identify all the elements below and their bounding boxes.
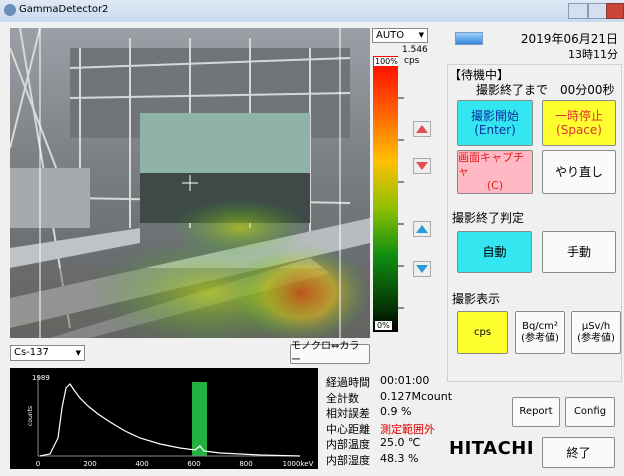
x-tick-label: 0 (36, 460, 40, 468)
control-panel (447, 64, 622, 382)
dropdown-arrow: ▼ (75, 349, 81, 357)
color-bar (373, 56, 398, 332)
label: Config (573, 406, 607, 417)
scale-mode-dropdown[interactable]: AUTO ▼ (372, 28, 428, 43)
spectrum-curve (39, 383, 301, 457)
stat-value: 0.9 % (380, 405, 412, 418)
label: 一時停止 (554, 109, 603, 123)
label: モノクロ⇔カラー (291, 341, 360, 366)
stat-label: 内部温度 (326, 438, 370, 451)
label: 画面キャプチャ (458, 151, 524, 178)
max-down[interactable] (413, 158, 431, 174)
scale-top-label: 100% (374, 57, 399, 66)
building-left (10, 168, 90, 228)
label: Bq/cm² (522, 320, 558, 332)
nuclide-dropdown[interactable]: Cs-137 ▼ (10, 345, 85, 361)
cps-button[interactable]: cps (457, 311, 508, 354)
min-down[interactable] (413, 261, 431, 277)
manual-button[interactable]: 手動 (542, 231, 616, 273)
stat-value: 0.127Mcount (380, 389, 453, 403)
app-icon (4, 4, 16, 16)
label: 手動 (566, 245, 591, 259)
x-labels: 0 200 400 600 800 1000keV (36, 460, 314, 468)
close[interactable] (606, 3, 624, 19)
stat-label: 中心距離 (326, 422, 370, 436)
window-title: GammaDetector2 (19, 4, 109, 15)
y-max-label: 1989 (32, 374, 50, 382)
label: やり直し (554, 165, 603, 179)
label: μSv/h (581, 320, 611, 332)
capture-button[interactable]: 画面キャプチャ (C) (457, 150, 533, 194)
color-toggle-button[interactable]: モノクロ⇔カラー (290, 341, 370, 366)
pipe (10, 228, 140, 268)
date: 2019年06月21日 (520, 32, 618, 46)
remaining: 00分00秒 (560, 83, 615, 97)
label: (参考値) (521, 332, 559, 344)
x-tick-label: 200 (83, 460, 96, 468)
minimize[interactable] (568, 3, 588, 19)
heat-overlay (90, 238, 330, 338)
x-tick-label: 1000keV (283, 460, 314, 468)
plot-background (10, 368, 318, 469)
label: (C) (486, 179, 504, 192)
title-bar (0, 0, 624, 22)
nuclide: Cs-137 (14, 347, 49, 358)
scale-unit: cps (404, 56, 420, 66)
exit-button[interactable]: 終了 (542, 437, 615, 468)
stat-value: 48.3 % (380, 451, 419, 465)
config-button[interactable]: Config (565, 397, 615, 427)
stat-label: 内部湿度 (326, 453, 370, 467)
scale-max: 1.546 (402, 45, 428, 55)
auto-button[interactable]: 自動 (457, 231, 532, 273)
time: 13時11分 (568, 48, 618, 61)
scale-mode: AUTO (376, 30, 405, 41)
maximize[interactable] (588, 3, 608, 19)
label: 自動 (482, 245, 507, 259)
x-tick-label: 600 (187, 460, 200, 468)
label: 終了 (566, 445, 591, 460)
stat-label: 経過時間 (326, 376, 370, 389)
spectrum-plot: 1989 counts 0 200 400 600 800 1000keV (10, 368, 318, 469)
stat-label: 相対誤差 (326, 407, 370, 420)
stat-value: 00:01:00 (380, 374, 430, 387)
scale-bottom-label: 0% (375, 321, 392, 330)
label: cps (473, 326, 492, 338)
retry-button[interactable]: やり直し (542, 150, 616, 194)
stat-value: 25.0 ℃ (380, 436, 421, 449)
label: (参考値) (577, 332, 615, 344)
end-judgement-title: 撮影終了判定 (452, 211, 525, 225)
roi-window (192, 382, 207, 456)
heat-overlay (170, 198, 310, 258)
max-up[interactable] (413, 121, 431, 137)
x-tick-label: 400 (135, 460, 148, 468)
label: (Space) (556, 123, 602, 137)
label: Report (519, 406, 553, 417)
scale-ticks (398, 97, 404, 309)
display-title: 撮影表示 (452, 292, 501, 306)
bq-button[interactable]: Bq/cm² (参考値) (515, 311, 565, 354)
start-button[interactable]: 撮影開始 (Enter) (457, 100, 533, 146)
usv-button[interactable]: μSv/h (参考値) (571, 311, 621, 354)
pause-button[interactable]: 一時停止 (Space) (542, 100, 616, 146)
label: 撮影開始 (470, 109, 519, 123)
stat-label: 全計数 (326, 391, 359, 405)
brand: HITACHI (449, 438, 535, 459)
dropdown-arrow: ▼ (418, 31, 424, 39)
report-button[interactable]: Report (512, 397, 560, 427)
stat-value: 測定範囲外 (380, 422, 435, 436)
x-tick-label: 800 (239, 460, 252, 468)
camera-view (10, 28, 370, 338)
min-up[interactable] (413, 221, 431, 237)
y-axis-label: counts (27, 406, 34, 426)
battery (455, 32, 483, 45)
remaining-label: 撮影終了まで (476, 83, 549, 97)
label: (Enter) (474, 123, 516, 137)
state: 【待機中】 (449, 68, 510, 82)
building (140, 113, 310, 173)
